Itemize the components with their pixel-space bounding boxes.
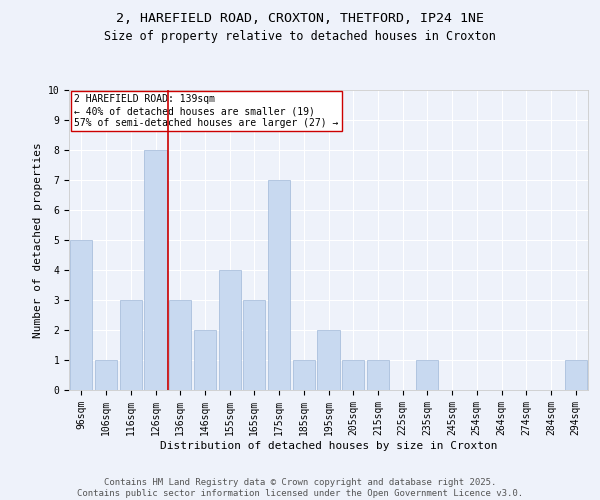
Bar xyxy=(293,360,315,390)
Bar xyxy=(565,360,587,390)
Text: 2 HAREFIELD ROAD: 139sqm
← 40% of detached houses are smaller (19)
57% of semi-d: 2 HAREFIELD ROAD: 139sqm ← 40% of detach… xyxy=(74,94,338,128)
X-axis label: Distribution of detached houses by size in Croxton: Distribution of detached houses by size … xyxy=(160,440,497,450)
Bar xyxy=(243,300,265,390)
Bar xyxy=(95,360,117,390)
Bar xyxy=(169,300,191,390)
Bar xyxy=(342,360,364,390)
Text: 2, HAREFIELD ROAD, CROXTON, THETFORD, IP24 1NE: 2, HAREFIELD ROAD, CROXTON, THETFORD, IP… xyxy=(116,12,484,26)
Bar xyxy=(70,240,92,390)
Text: Size of property relative to detached houses in Croxton: Size of property relative to detached ho… xyxy=(104,30,496,43)
Bar xyxy=(218,270,241,390)
Bar xyxy=(145,150,167,390)
Bar xyxy=(367,360,389,390)
Text: Contains HM Land Registry data © Crown copyright and database right 2025.
Contai: Contains HM Land Registry data © Crown c… xyxy=(77,478,523,498)
Y-axis label: Number of detached properties: Number of detached properties xyxy=(34,142,43,338)
Bar xyxy=(416,360,439,390)
Bar xyxy=(317,330,340,390)
Bar xyxy=(194,330,216,390)
Bar xyxy=(119,300,142,390)
Bar xyxy=(268,180,290,390)
